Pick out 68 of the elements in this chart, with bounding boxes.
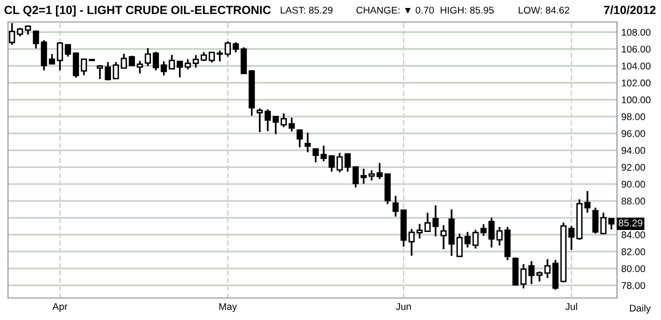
text: 7/10/2012 — [604, 6, 656, 14]
annotation: 85.29 — [618, 220, 642, 226]
candlestick — [64, 43, 72, 58]
candlestick — [464, 231, 471, 248]
candlestick — [568, 225, 575, 251]
candlestick — [472, 229, 479, 250]
candlestick — [376, 162, 383, 180]
candlestick — [592, 206, 599, 234]
candlestick — [32, 30, 40, 50]
candlestick — [488, 216, 495, 248]
x-tick-label: Jul — [565, 302, 578, 310]
text: Daily — [630, 304, 651, 314]
candlestick — [144, 47, 151, 67]
candlestick — [80, 58, 88, 76]
candlestick — [360, 168, 367, 185]
candlestick — [392, 194, 399, 218]
candlestick — [120, 52, 127, 70]
chart-title: CL Q2=1 [10] - LIGHT CRUDE OIL-ELECTRONIC — [4, 6, 271, 17]
text: HIGH: 85.95 — [440, 6, 494, 14]
y-tick-label: 94.00 — [622, 147, 646, 154]
candlestick — [520, 263, 527, 290]
candlestick — [72, 52, 80, 79]
candlestick — [304, 132, 311, 154]
candlestick — [584, 190, 591, 214]
candlestick — [432, 204, 439, 238]
text: LAST: 85.29 — [280, 6, 333, 14]
y-tick-label: 100.00 — [622, 96, 651, 104]
candlestick — [544, 258, 551, 279]
candlestick — [480, 223, 487, 237]
x-tick-label: Apr — [52, 303, 68, 312]
y-tick-label: 96.00 — [622, 130, 646, 138]
y-tick-label: 106.00 — [622, 46, 651, 53]
candlestick — [136, 60, 143, 74]
candlestick — [368, 169, 375, 182]
y-tick-label: 108.00 — [622, 28, 651, 36]
x-tick-label: May — [219, 303, 237, 312]
candlestick — [600, 212, 607, 234]
candlestick — [608, 217, 614, 230]
candlestick — [528, 260, 535, 285]
candlestick — [8, 22, 16, 46]
candlestick — [408, 228, 415, 257]
text: CHANGE: ▼ 0.70 — [356, 6, 434, 14]
candlestick — [424, 212, 431, 232]
y-tick-label: 92.00 — [622, 164, 646, 171]
candlestick — [104, 61, 111, 82]
y-tick-label: 78.00 — [622, 282, 646, 289]
y-tick-label: 102.00 — [622, 80, 651, 86]
candlestick — [536, 270, 543, 282]
candlestick — [456, 232, 463, 258]
candlestick — [296, 128, 303, 148]
candlestick — [112, 61, 119, 80]
y-tick-label: 98.00 — [622, 113, 646, 120]
y-tick-label: 82.00 — [622, 248, 646, 256]
y-tick-label: 104.00 — [622, 62, 651, 70]
candlestick — [56, 41, 64, 72]
x-tick-label: Jun — [396, 303, 411, 310]
candlestick — [96, 64, 103, 80]
candlestick — [440, 224, 447, 250]
candlestick — [48, 53, 56, 66]
candlestick — [152, 50, 159, 72]
text: LOW: 84.62 — [518, 6, 570, 14]
y-tick-label: 84.00 — [622, 231, 646, 238]
candlestick — [40, 39, 48, 72]
y-tick-label: 90.00 — [622, 180, 646, 188]
candlestick — [416, 223, 423, 240]
candlestick — [496, 226, 503, 246]
y-tick-label: 80.00 — [622, 265, 646, 272]
y-tick-label: 88.00 — [622, 198, 646, 205]
